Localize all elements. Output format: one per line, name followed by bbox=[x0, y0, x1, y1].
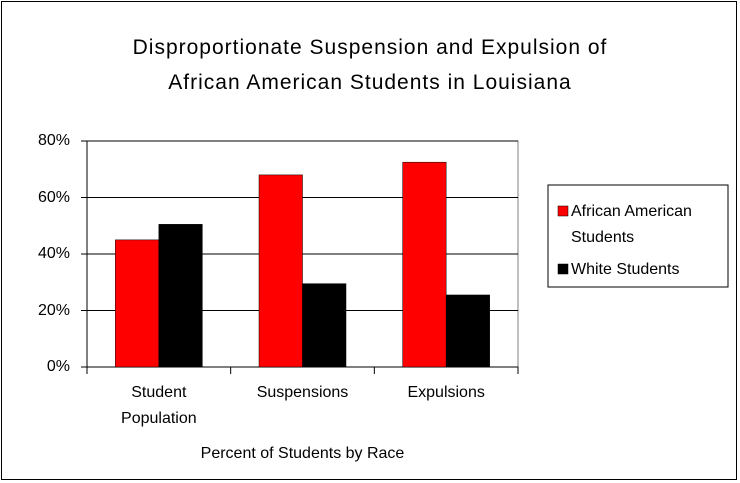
bar bbox=[302, 283, 347, 368]
bar bbox=[158, 224, 203, 368]
y-tick-label: 80% bbox=[37, 132, 70, 149]
x-tick-label: Student Population bbox=[121, 384, 197, 427]
bar bbox=[115, 239, 160, 368]
legend-label: White Students bbox=[571, 261, 680, 278]
y-tick-label: 60% bbox=[37, 188, 70, 206]
bar bbox=[402, 161, 447, 368]
legend-swatch bbox=[557, 205, 569, 217]
bar bbox=[445, 294, 490, 368]
x-axis-label: Percent of Students by Race bbox=[200, 445, 405, 462]
chart-title: Disproportionate Suspension and Expulsio… bbox=[132, 36, 608, 94]
y-tick-label: 0% bbox=[46, 358, 70, 375]
y-tick-label: 20% bbox=[37, 301, 70, 319]
legend-swatch bbox=[557, 263, 569, 275]
legend-label: African American Students bbox=[571, 203, 692, 246]
x-tick-label: Suspensions bbox=[256, 384, 349, 401]
bar bbox=[258, 174, 303, 368]
y-tick-label: 40% bbox=[37, 245, 70, 262]
x-tick-label: Expulsions bbox=[407, 384, 485, 401]
legend-box bbox=[547, 184, 729, 288]
